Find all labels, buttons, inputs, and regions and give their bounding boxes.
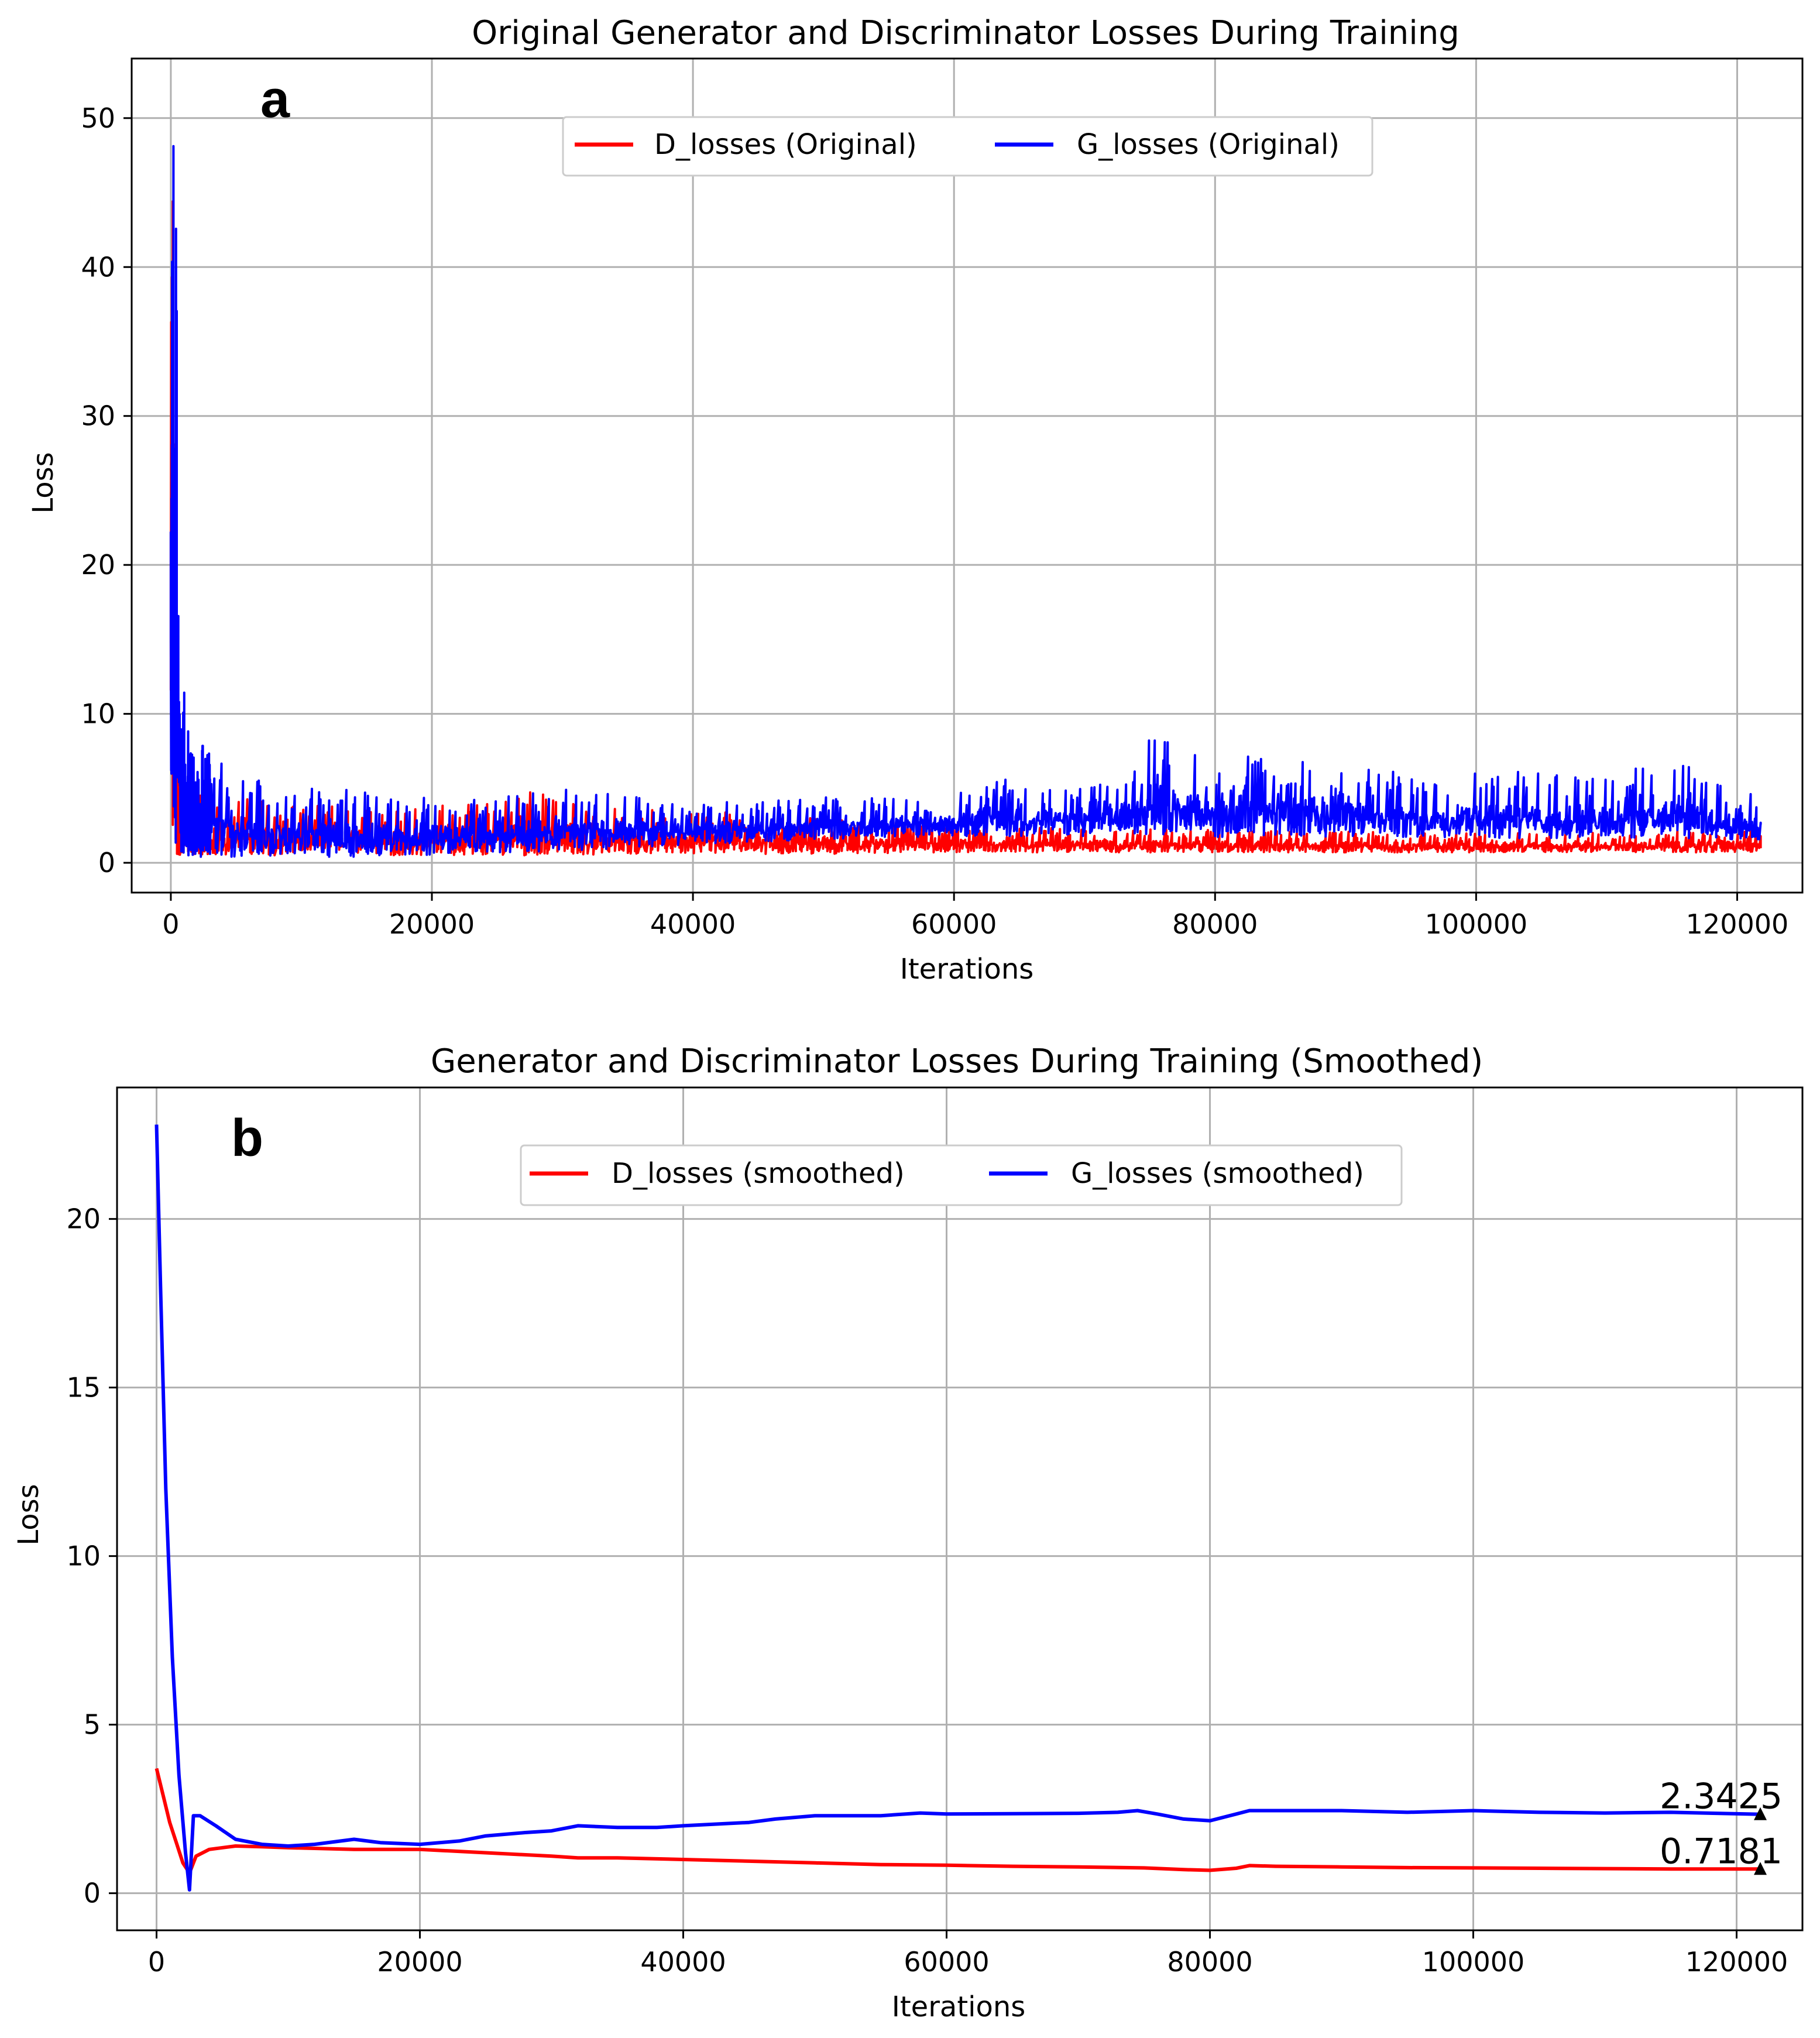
chart-b-ticks: 0 20000 40000 60000 80000 100000 120000 0 5 10 15 2…: [66, 1203, 1788, 1978]
chart-b-ytick-label: 0: [84, 1878, 101, 1909]
chart-b-annotation-marker: [1754, 1807, 1767, 1820]
chart-b-legend: D_losses (smoothed) G_losses (smoothed): [520, 1144, 1403, 1206]
chart-b-title: Generator and Discriminator Losses Durin…: [431, 1042, 1483, 1080]
chart-a-xtick-label: 100000: [1425, 908, 1528, 940]
chart-b-annotation-label: 2.3425: [1660, 1776, 1783, 1817]
chart-a-legend-label-g: G_losses (Original): [1077, 128, 1340, 161]
chart-a-legend: D_losses (Original) G_losses (Original): [562, 116, 1373, 177]
chart-a-xtick-label: 40000: [650, 908, 736, 940]
chart-b-series-g: [154, 1124, 1761, 1892]
chart-a-ytick-label: 0: [98, 847, 115, 879]
chart-b-ylabel: Loss: [12, 1484, 45, 1545]
chart-b-ytick-label: 20: [66, 1203, 101, 1235]
chart-b-plot-area: [117, 1087, 1802, 1930]
chart-a: Original Generator and Discriminator Los…: [27, 14, 1804, 986]
chart-a-series-d: [169, 200, 1762, 857]
chart-b-xtick-label: 0: [148, 1946, 165, 1978]
chart-b-xlabel: Iterations: [892, 1991, 1026, 2023]
chart-a-xtick-label: 120000: [1686, 908, 1789, 940]
chart-a-xtick-label: 0: [162, 908, 179, 940]
chart-a-xtick-label: 80000: [1172, 908, 1258, 940]
chart-a-xlabel: Iterations: [900, 953, 1034, 986]
chart-a-xtick-label: 60000: [911, 908, 997, 940]
chart-a-series: [169, 145, 1762, 858]
chart-b-xtick-label: 100000: [1422, 1946, 1525, 1978]
chart-b-annotation-marker: [1754, 1862, 1767, 1875]
chart-b-annotations: 2.3425 0.7181: [1660, 1776, 1783, 1875]
chart-a-title: Original Generator and Discriminator Los…: [472, 14, 1460, 52]
chart-a-ytick-label: 30: [81, 400, 115, 432]
chart-b-legend-label-d: D_losses (smoothed): [612, 1157, 905, 1190]
chart-b-legend-label-g: G_losses (smoothed): [1071, 1157, 1364, 1190]
chart-a-panel-label: a: [260, 70, 290, 129]
chart-a-ticks: 0 20000 40000 60000 80000 100000 120000 0 10 20 30…: [81, 102, 1788, 940]
chart-a-series-g: [169, 145, 1762, 858]
chart-b-grid: [117, 1087, 1802, 1930]
chart-b-xtick-label: 60000: [904, 1946, 989, 1978]
chart-b-xtick-label: 20000: [377, 1946, 462, 1978]
chart-b: Generator and Discriminator Losses Durin…: [12, 1042, 1804, 2023]
chart-b-series: [154, 1124, 1761, 1892]
chart-a-ylabel: Loss: [27, 452, 60, 513]
chart-a-ytick-label: 40: [81, 251, 115, 283]
chart-b-ytick-label: 15: [66, 1372, 101, 1404]
chart-a-frame: [131, 57, 1804, 894]
chart-b-xtick-label: 40000: [640, 1946, 726, 1978]
chart-b-panel-label: b: [231, 1109, 263, 1168]
chart-a-plot-area: [132, 59, 1802, 893]
chart-b-xtick-label: 120000: [1685, 1946, 1788, 1978]
chart-b-xtick-label: 80000: [1167, 1946, 1252, 1978]
chart-a-grid: [132, 59, 1802, 893]
chart-b-ytick-label: 5: [84, 1709, 101, 1741]
chart-a-xtick-label: 20000: [389, 908, 475, 940]
chart-b-series-d: [154, 1768, 1761, 1875]
chart-a-legend-label-d: D_losses (Original): [654, 128, 917, 161]
chart-a-ytick-label: 50: [81, 102, 115, 134]
chart-b-ytick-label: 10: [66, 1540, 101, 1572]
chart-a-ytick-label: 20: [81, 549, 115, 581]
chart-b-annotation-label: 0.7181: [1660, 1831, 1783, 1872]
chart-a-ytick-label: 10: [81, 698, 115, 730]
chart-b-frame: [116, 1086, 1804, 1931]
